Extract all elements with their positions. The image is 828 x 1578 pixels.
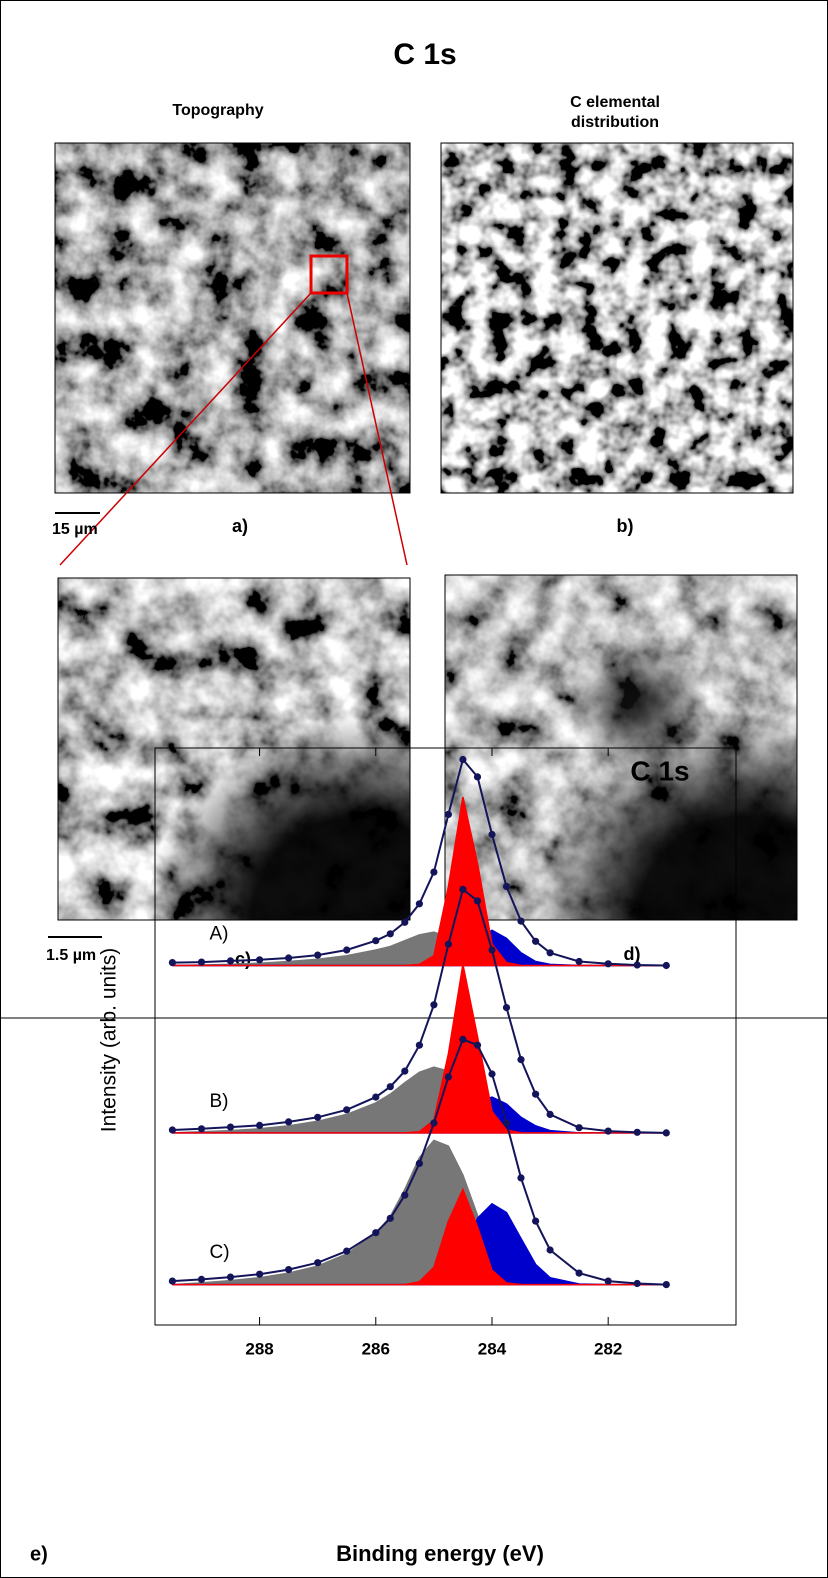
x-tick-label: 286 bbox=[362, 1339, 390, 1358]
spectrum-label: B) bbox=[209, 1091, 228, 1112]
scale-bar-label: 15 µm bbox=[52, 521, 98, 538]
annotation: C 1s bbox=[630, 755, 689, 786]
column-label: Topography bbox=[172, 102, 263, 119]
spectrum bbox=[168, 1035, 670, 1289]
x-axis-label: Binding energy (eV) bbox=[336, 1541, 544, 1566]
scale-bar-label: 1.5 µm bbox=[46, 947, 96, 964]
plot-frame bbox=[154, 747, 737, 1326]
panel-label: e) bbox=[30, 1543, 48, 1565]
zoom-line bbox=[346, 292, 408, 566]
column-label: C elemental bbox=[570, 94, 660, 111]
x-tick-label: 282 bbox=[594, 1339, 622, 1358]
micrograph bbox=[441, 143, 793, 493]
micrograph bbox=[54, 142, 411, 494]
image-frame bbox=[440, 142, 794, 494]
zoom-line bbox=[59, 292, 312, 566]
spectrum-plot: 288 286 284 282 A) B) C) bbox=[168, 748, 670, 1358]
panel-label: a) bbox=[232, 516, 248, 536]
spectrum-label: A) bbox=[209, 924, 228, 945]
y-axis-label: Intensity (arb. units) bbox=[98, 948, 121, 1132]
x-tick-label: 284 bbox=[478, 1339, 507, 1358]
fit-component bbox=[172, 1066, 667, 1134]
column-label: distribution bbox=[571, 114, 659, 131]
x-tick-label: 288 bbox=[245, 1339, 273, 1358]
panel-label: d) bbox=[624, 944, 641, 964]
figure-title: C 1s bbox=[393, 38, 456, 71]
dark-region bbox=[58, 578, 410, 920]
panel-label: b) bbox=[617, 516, 634, 536]
image-frame bbox=[54, 142, 411, 494]
zoom-box bbox=[309, 254, 349, 295]
spectrum-label: C) bbox=[209, 1242, 229, 1263]
